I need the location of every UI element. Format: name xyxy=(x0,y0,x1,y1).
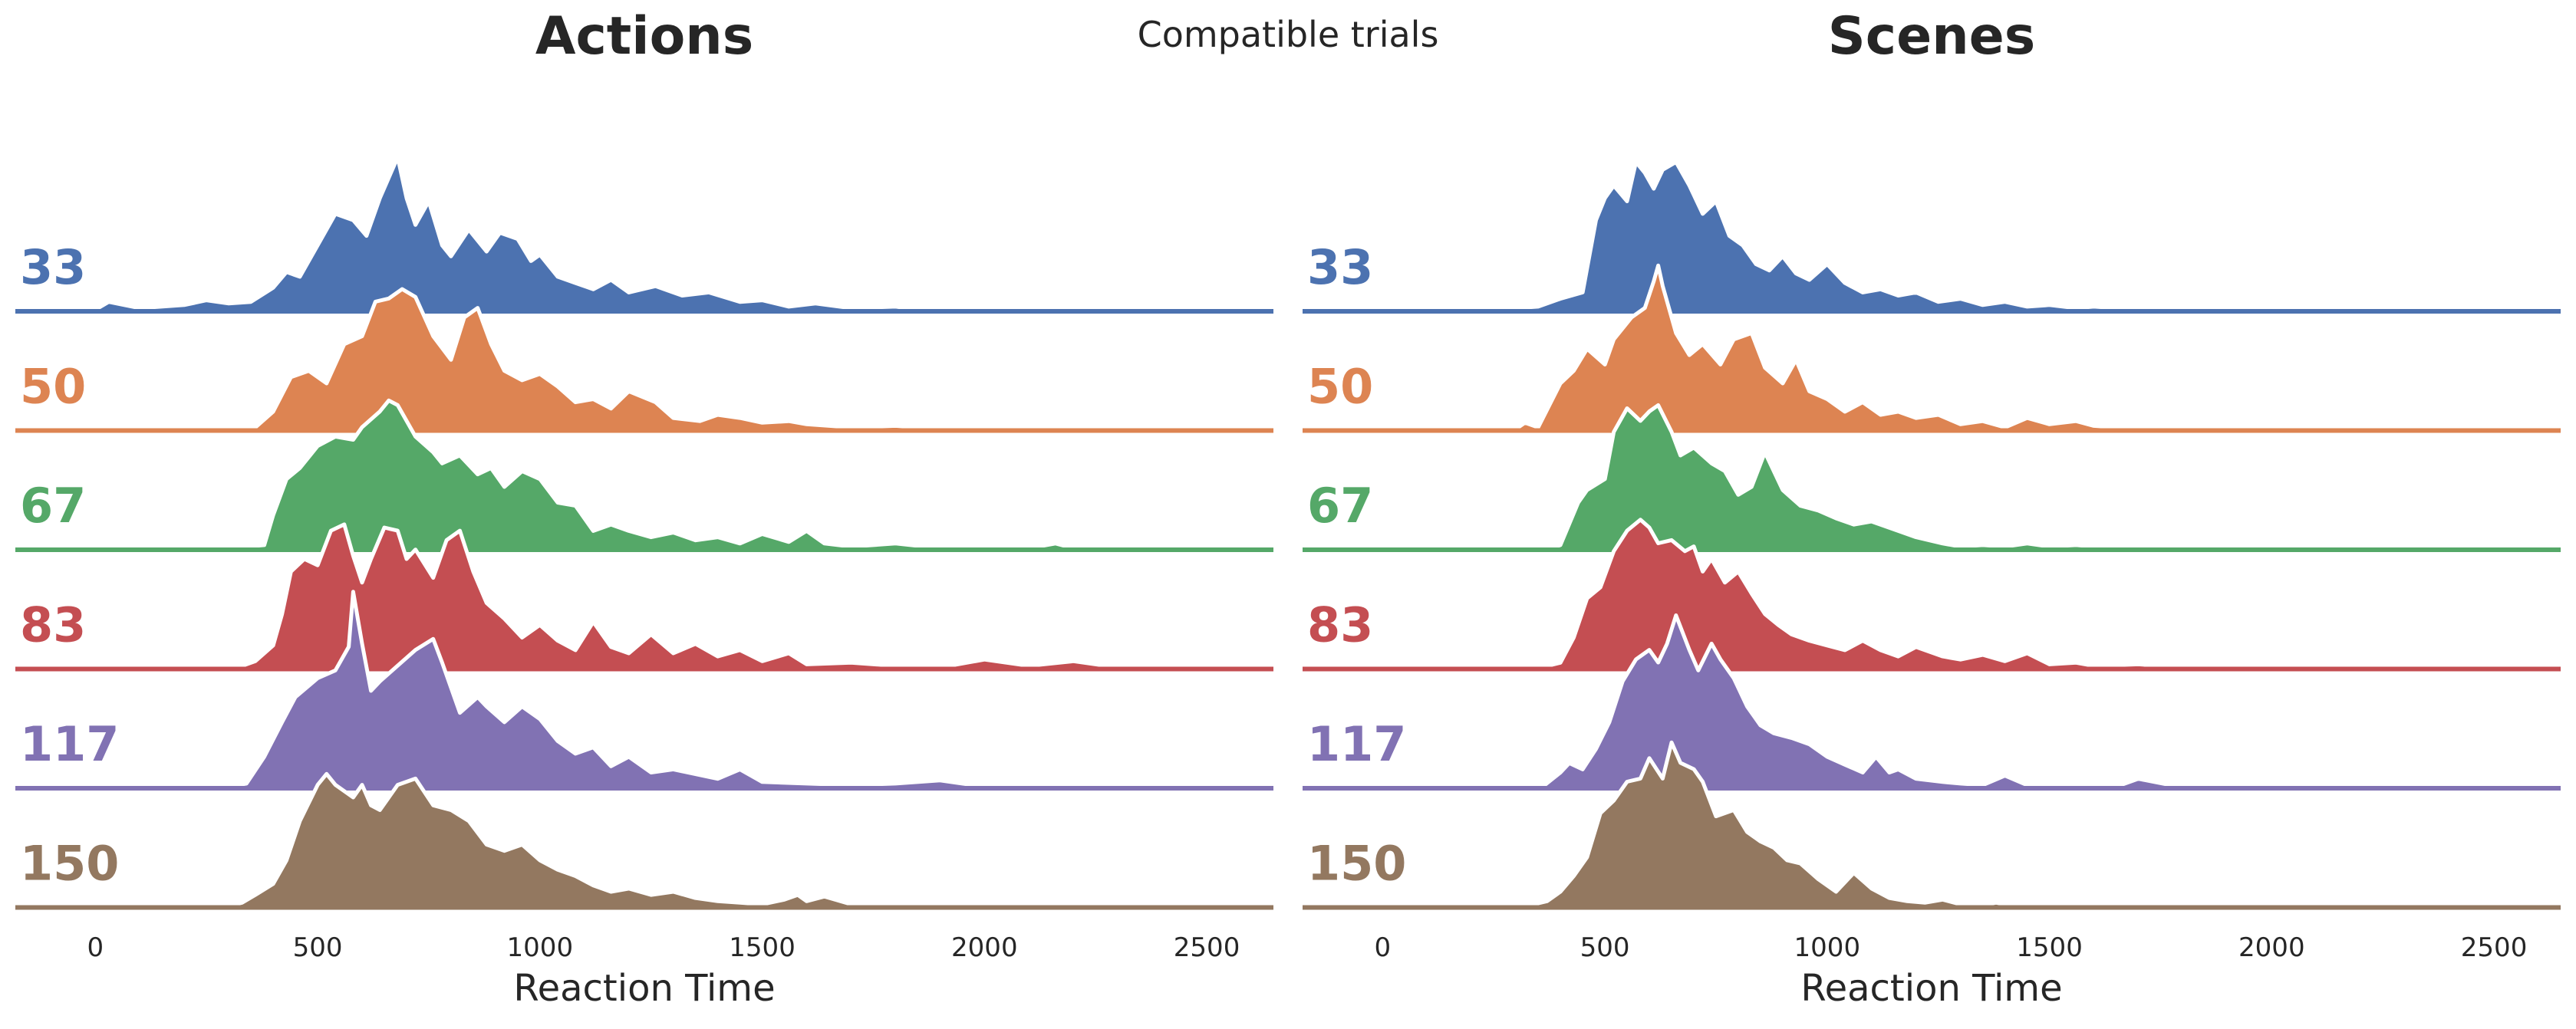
ridge-label: 33 xyxy=(1307,239,1373,295)
ridge-outline xyxy=(51,590,1274,791)
ridge-area xyxy=(15,591,1273,788)
ridge-outline xyxy=(51,398,1274,552)
scenes-ridge-67: 67 xyxy=(1303,403,2561,552)
ridge-label: 83 xyxy=(20,597,86,653)
ridge-outline xyxy=(1338,740,2561,909)
ridge-label: 83 xyxy=(1307,597,1373,653)
x-tick-label: 1000 xyxy=(507,932,574,963)
ridge-outline xyxy=(51,771,1274,909)
scenes-ridge-50: 50 xyxy=(1303,263,2561,433)
ridge-area xyxy=(1303,615,2561,788)
ridge-label: 67 xyxy=(20,478,86,534)
actions-ridge-33: 33 xyxy=(15,155,1274,314)
scenes-title: Scenes xyxy=(1828,6,2035,67)
scenes-ridge-33: 33 xyxy=(1303,159,2561,314)
x-tick-label: 2500 xyxy=(2461,932,2528,963)
actions-title: Actions xyxy=(535,6,753,67)
ridge-outline xyxy=(51,287,1274,432)
figure-suptitle: Compatible trials xyxy=(1137,14,1439,55)
ridge-outline xyxy=(51,522,1274,671)
ridge-outline xyxy=(51,155,1274,314)
x-tick-label: 0 xyxy=(1374,932,1391,963)
actions-ridge-50: 50 xyxy=(15,287,1274,433)
ridge-label: 67 xyxy=(1307,478,1373,534)
x-tick-label: 2000 xyxy=(2238,932,2305,963)
x-tick-label: 1500 xyxy=(729,932,796,963)
ridge-label: 33 xyxy=(20,239,86,295)
ridge-outline xyxy=(1338,159,2561,314)
ridge-outline xyxy=(1338,613,2561,791)
actions-ridge-67: 67 xyxy=(15,398,1274,552)
ridge-area xyxy=(15,400,1273,550)
x-tick-label: 1000 xyxy=(1794,932,1861,963)
x-tick-label: 2500 xyxy=(1174,932,1240,963)
ridge-label: 150 xyxy=(20,836,119,892)
scenes-ridge-117: 117 xyxy=(1303,613,2561,791)
actions-ridge-83: 83 xyxy=(15,522,1274,672)
ridge-area xyxy=(15,774,1273,908)
ridge-area xyxy=(15,524,1273,669)
actions-ridge-150: 150 xyxy=(15,771,1274,910)
x-tick-label: 500 xyxy=(1580,932,1630,963)
ridge-area xyxy=(1303,405,2561,550)
ridge-label: 50 xyxy=(1307,359,1373,415)
actions-ridge-117: 117 xyxy=(15,590,1274,791)
x-tick-label: 0 xyxy=(87,932,104,963)
scenes-ridge-83: 83 xyxy=(1303,518,2561,672)
ridge-area xyxy=(1303,742,2561,908)
ridge-label: 117 xyxy=(20,716,119,772)
ridge-label: 117 xyxy=(1307,716,1406,772)
ridge-label: 50 xyxy=(20,359,86,415)
ridge-area xyxy=(15,289,1273,431)
actions-xlabel: Reaction Time xyxy=(513,967,775,1010)
ridge-label: 150 xyxy=(1307,836,1406,892)
ridge-outline xyxy=(1338,263,2561,432)
x-tick-label: 500 xyxy=(293,932,343,963)
x-tick-label: 1500 xyxy=(2016,932,2083,963)
ridge-area xyxy=(15,157,1273,311)
scenes-xlabel: Reaction Time xyxy=(1800,967,2062,1010)
x-tick-label: 2000 xyxy=(951,932,1018,963)
scenes-ridge-150: 150 xyxy=(1303,740,2561,910)
ridge-area xyxy=(1303,519,2561,669)
ridge-area xyxy=(1303,265,2561,431)
ridge-outline xyxy=(1338,518,2561,671)
ridge-area xyxy=(1303,162,2561,311)
